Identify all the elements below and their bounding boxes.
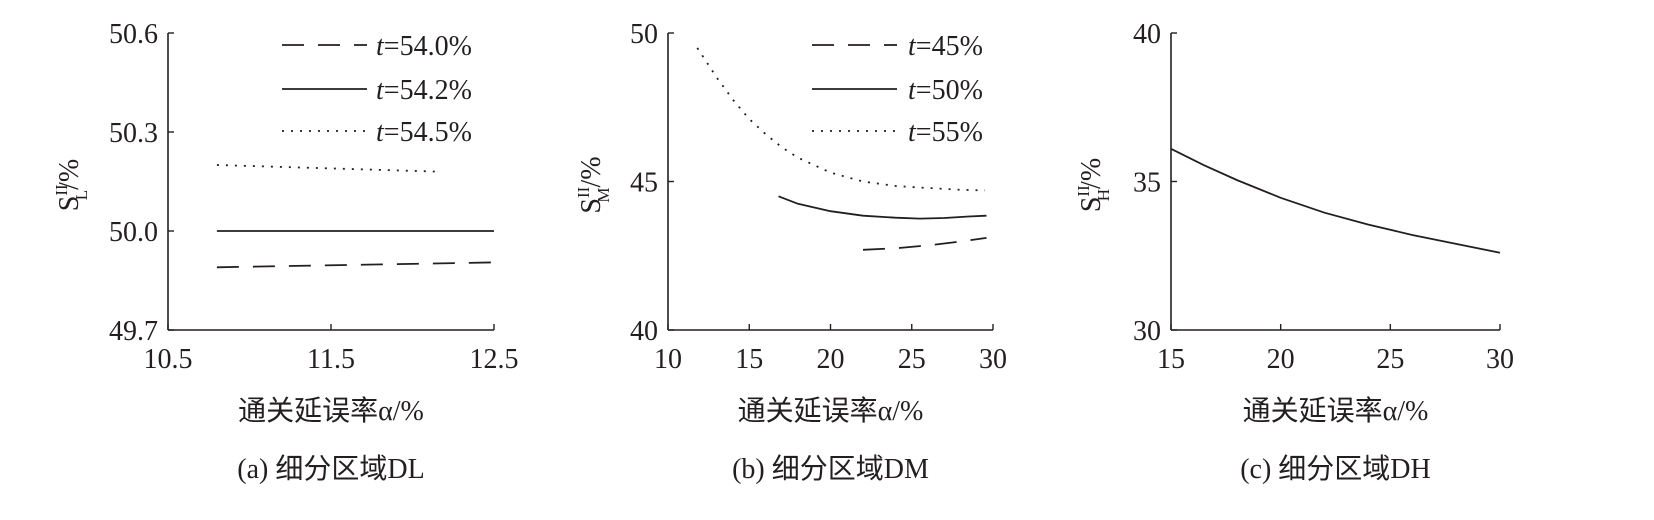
- legend-label: t=45%: [908, 31, 983, 62]
- y-label-sup: II: [1074, 185, 1093, 197]
- y-tick-label: 45: [630, 168, 658, 199]
- x-tick-label: 15: [735, 344, 763, 375]
- y-label-unit: /%: [576, 156, 607, 187]
- x-tick-label: 20: [817, 344, 845, 375]
- svg-text:SIIH/%: SIIH/%: [1074, 158, 1113, 212]
- y-tick-label: 50.0: [109, 217, 158, 248]
- y-label-sup: II: [574, 186, 593, 198]
- legend-label: t=54.0%: [376, 31, 472, 62]
- y-label-symbol: S: [576, 198, 607, 214]
- y-tick-label: 50.6: [109, 19, 158, 50]
- y-tick-label: 30: [1133, 316, 1161, 347]
- x-tick-label: 11.5: [307, 344, 355, 375]
- svg-text:SIIM/%: SIIM/%: [574, 156, 613, 213]
- legend-var: t: [376, 75, 385, 106]
- panel-caption: (a) 细分区域DL: [237, 453, 424, 485]
- y-label-sub: L: [72, 190, 91, 200]
- legend-var: t: [908, 31, 917, 62]
- series-line-dashed: [862, 237, 987, 251]
- chart-panel-1: 10.5 11.5 12.549.750.050.350.6 t=54.0%t=54.…: [52, 19, 519, 485]
- legend-label: t=50%: [908, 75, 983, 106]
- x-tick-label: 30: [1486, 344, 1514, 375]
- series-line-solid: [778, 195, 987, 220]
- y-label-sup: II: [52, 184, 71, 196]
- series-line-dotted: [696, 47, 985, 192]
- legend-value: =54.2%: [384, 75, 472, 106]
- legend-var: t: [908, 75, 917, 106]
- panel-caption: (b) 细分区域DM: [732, 453, 929, 485]
- x-axis-label: 通关延误率α/%: [738, 395, 924, 427]
- legend-var: t: [376, 31, 385, 62]
- y-label-sub: H: [1094, 189, 1113, 201]
- svg-text:SIIL/%: SIIL/%: [52, 159, 91, 211]
- legend-label: t=54.2%: [376, 75, 472, 106]
- y-label-symbol: S: [54, 196, 85, 212]
- chart-panel-3: 15 20 25 30 30 35 40 SIIH/% 通关延误率α/% (c) 细分区域DH: [1074, 19, 1514, 485]
- y-tick-label: 49.7: [109, 316, 158, 347]
- series-line-solid: [1170, 147, 1501, 254]
- legend: t=54.0%t=54.2%t=54.5%: [282, 31, 472, 148]
- y-axis-label: SIIH/%: [1074, 158, 1113, 212]
- x-tick-label: 30: [979, 344, 1007, 375]
- legend-var: t: [376, 117, 385, 148]
- legend-value: =50%: [916, 75, 983, 106]
- x-tick-label: 10.5: [144, 344, 193, 375]
- legend-label: t=54.5%: [376, 117, 472, 148]
- series-line-dashed: [216, 261, 495, 269]
- x-tick-label: 25: [1376, 344, 1404, 375]
- legend-value: =45%: [916, 31, 983, 62]
- x-axis-label: 通关延误率α/%: [238, 395, 424, 427]
- x-axis-label: 通关延误率α/%: [1243, 395, 1429, 427]
- legend-var: t: [908, 117, 917, 148]
- y-tick-label: 50: [630, 19, 658, 50]
- y-tick-label: 40: [630, 316, 658, 347]
- panel-caption: (c) 细分区域DH: [1240, 453, 1431, 485]
- x-tick-label: 15: [1157, 344, 1185, 375]
- y-axis-label: SIIM/%: [574, 156, 613, 213]
- y-tick-label: 50.3: [109, 118, 158, 149]
- y-label-sub: M: [594, 188, 613, 203]
- y-label-unit: /%: [54, 159, 85, 190]
- series-line-dotted: [216, 164, 438, 173]
- y-label-unit: /%: [1076, 158, 1107, 189]
- legend-value: =54.0%: [384, 31, 472, 62]
- x-tick-label: 12.5: [470, 344, 519, 375]
- legend: t=45%t=50%t=55%: [812, 31, 983, 148]
- y-label-symbol: S: [1076, 197, 1107, 213]
- x-tick-label: 25: [898, 344, 926, 375]
- y-tick-label: 40: [1133, 19, 1161, 50]
- y-tick-label: 35: [1133, 168, 1161, 199]
- x-tick-label: 10: [654, 344, 682, 375]
- legend-label: t=55%: [908, 117, 983, 148]
- x-tick-label: 20: [1267, 344, 1295, 375]
- y-axis-label: SIIL/%: [52, 159, 91, 211]
- legend-value: =55%: [916, 117, 983, 148]
- legend-value: =54.5%: [384, 117, 472, 148]
